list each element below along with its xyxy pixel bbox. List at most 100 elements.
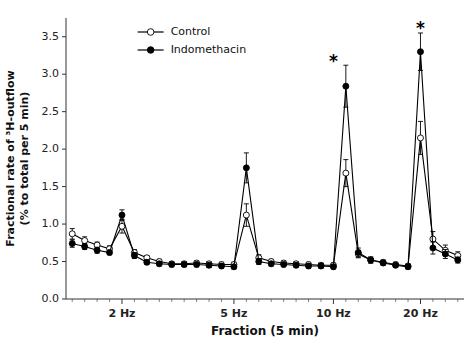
marker bbox=[243, 212, 249, 218]
y-axis-label-line: Fractional rate of ³H-outflow bbox=[4, 70, 17, 246]
chart: 0.00.51.01.52.02.53.03.52 Hz5 Hz10 Hz20 … bbox=[0, 0, 474, 341]
marker bbox=[268, 261, 274, 267]
x-minor-tick bbox=[345, 299, 346, 302]
y-axis-label: Fractional rate of ³H-outflow(% to total… bbox=[4, 70, 31, 246]
x-minor-tick bbox=[72, 299, 73, 302]
x-minor-tick bbox=[383, 299, 384, 302]
x-minor-tick bbox=[97, 299, 98, 302]
y-tick-label: 2.0 bbox=[42, 142, 60, 155]
series bbox=[69, 121, 461, 269]
x-minor-tick bbox=[196, 299, 197, 302]
marker bbox=[169, 262, 175, 268]
marker bbox=[318, 263, 324, 269]
error-bar bbox=[318, 264, 323, 268]
legend-label: Indomethacin bbox=[171, 43, 247, 56]
x-tick-label: 20 Hz bbox=[403, 307, 438, 320]
error-bar bbox=[70, 229, 75, 239]
x-minor-tick bbox=[258, 299, 259, 302]
marker bbox=[218, 263, 224, 269]
x-minor-tick bbox=[146, 299, 147, 302]
marker bbox=[330, 264, 336, 270]
y-tick bbox=[62, 111, 66, 112]
marker bbox=[430, 245, 436, 251]
marker bbox=[380, 260, 386, 266]
marker bbox=[144, 259, 150, 265]
marker bbox=[181, 261, 187, 267]
marker bbox=[94, 247, 100, 253]
marker bbox=[343, 83, 349, 89]
error-bar bbox=[306, 264, 311, 268]
error-bar bbox=[82, 244, 87, 250]
y-tick-label: 2.5 bbox=[42, 105, 60, 118]
x-minor-tick bbox=[358, 299, 359, 302]
legend-marker bbox=[147, 47, 154, 54]
marker bbox=[231, 264, 237, 270]
x-minor-tick bbox=[184, 299, 185, 302]
error-bar bbox=[256, 259, 261, 265]
x-minor-tick bbox=[209, 299, 210, 302]
marker bbox=[368, 257, 374, 263]
x-minor-tick bbox=[320, 299, 321, 302]
marker bbox=[131, 253, 137, 259]
error-bar bbox=[368, 257, 373, 263]
error-bar bbox=[406, 265, 411, 269]
x-minor-tick bbox=[408, 299, 409, 302]
y-tick-label: 1.0 bbox=[42, 217, 60, 230]
error-bar bbox=[231, 265, 236, 269]
error-bar bbox=[381, 261, 386, 265]
x-minor-tick bbox=[395, 299, 396, 302]
y-tick bbox=[62, 74, 66, 75]
y-tick-label: 1.5 bbox=[42, 180, 60, 193]
annotation: * bbox=[416, 18, 425, 38]
error-bar bbox=[219, 264, 224, 268]
y-tick bbox=[62, 261, 66, 262]
marker bbox=[169, 261, 175, 267]
marker bbox=[417, 49, 423, 55]
error-bar bbox=[294, 263, 299, 267]
x-minor-tick bbox=[432, 299, 433, 302]
marker bbox=[417, 135, 423, 141]
marker bbox=[69, 231, 75, 237]
marker bbox=[156, 261, 162, 267]
y-tick-label: 0.5 bbox=[42, 255, 60, 268]
y-tick-label: 3.5 bbox=[42, 30, 60, 43]
error-bar bbox=[169, 262, 174, 266]
marker bbox=[318, 262, 324, 268]
marker bbox=[281, 262, 287, 268]
y-tick bbox=[62, 224, 66, 225]
x-tick bbox=[121, 299, 122, 304]
marker bbox=[380, 259, 386, 265]
y-axis bbox=[66, 18, 67, 299]
x-tick bbox=[233, 299, 234, 304]
series-line bbox=[72, 138, 458, 266]
marker bbox=[393, 262, 399, 268]
y-tick-label: 3.0 bbox=[42, 67, 60, 80]
x-tick-label: 2 Hz bbox=[108, 307, 135, 320]
x-minor-tick bbox=[296, 299, 297, 302]
x-minor-tick bbox=[457, 299, 458, 302]
marker bbox=[69, 241, 75, 247]
marker bbox=[306, 263, 312, 269]
x-minor-tick bbox=[84, 299, 85, 302]
x-tick bbox=[420, 299, 421, 304]
x-axis bbox=[66, 299, 464, 300]
x-tick bbox=[333, 299, 334, 304]
marker bbox=[355, 250, 361, 256]
marker bbox=[293, 262, 299, 268]
x-minor-tick bbox=[271, 299, 272, 302]
legend-label: Control bbox=[171, 25, 211, 38]
y-tick bbox=[62, 186, 66, 187]
x-minor-tick bbox=[159, 299, 160, 302]
error-bar bbox=[343, 65, 348, 107]
error-bar bbox=[70, 240, 75, 247]
error-bar bbox=[182, 262, 187, 266]
error-bar bbox=[194, 262, 199, 266]
x-minor-tick bbox=[171, 299, 172, 302]
x-minor-tick bbox=[134, 299, 135, 302]
marker bbox=[206, 262, 212, 268]
error-bar bbox=[281, 262, 286, 266]
marker bbox=[256, 259, 262, 265]
marker bbox=[455, 257, 461, 263]
error-bar bbox=[144, 260, 149, 264]
y-tick bbox=[62, 299, 66, 300]
